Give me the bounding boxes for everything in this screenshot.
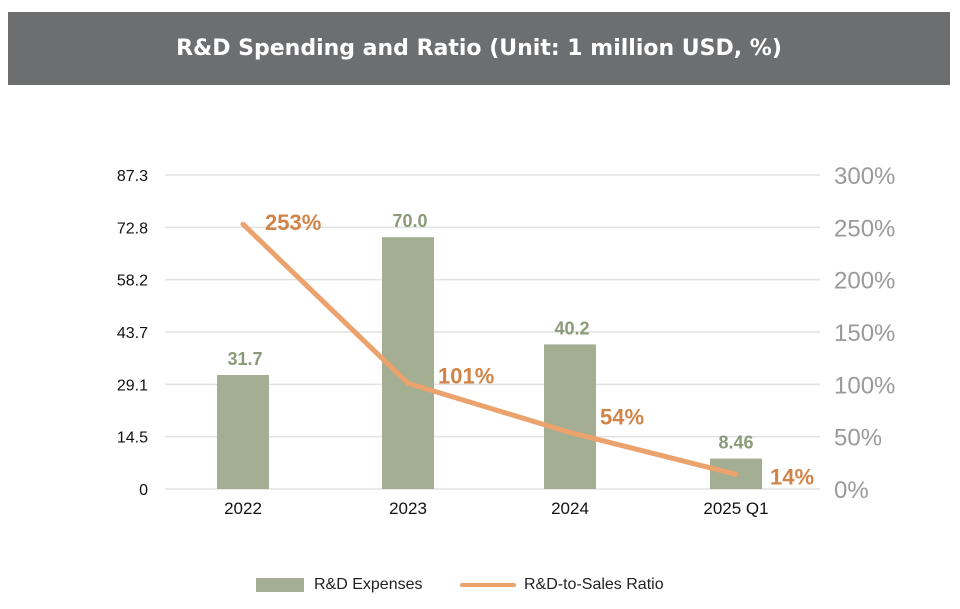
bar-value-label: 8.46 (718, 433, 753, 453)
x-tick-label: 2023 (389, 499, 427, 518)
x-tick-label: 2024 (551, 499, 589, 518)
left-tick-label: 43.7 (117, 325, 148, 342)
left-tick-label: 14.5 (117, 430, 148, 447)
ratio-value-label: 14% (770, 464, 814, 489)
legend-swatch-bar (256, 578, 304, 592)
right-tick-label: 0% (834, 477, 869, 504)
x-tick-label: 2025 Q1 (703, 499, 768, 518)
bar (544, 344, 596, 489)
bar (217, 374, 269, 489)
left-tick-label: 29.1 (117, 377, 148, 394)
x-tick-label: 2022 (224, 499, 262, 518)
right-tick-label: 50% (834, 425, 882, 452)
right-tick-label: 200% (834, 268, 895, 295)
right-tick-label: 300% (834, 163, 895, 190)
legend-label-expenses: R&D Expenses (314, 576, 423, 593)
left-tick-label: 87.3 (117, 168, 148, 185)
bar-value-label: 31.7 (227, 349, 262, 369)
legend-item-expenses: R&D Expenses (256, 576, 423, 594)
ratio-value-label: 101% (438, 363, 494, 388)
left-tick-label: 58.2 (117, 273, 148, 290)
left-tick-label: 72.8 (117, 220, 148, 237)
legend-item-ratio: R&D-to-Sales Ratio (460, 576, 664, 594)
chart-legend: R&D Expenses R&D-to-Sales Ratio (0, 576, 960, 600)
left-tick-label: 0 (139, 482, 148, 499)
bar-value-label: 70.0 (392, 211, 427, 231)
chart-title: R&D Spending and Ratio (Unit: 1 million … (176, 36, 782, 61)
legend-swatch-line (460, 583, 516, 587)
right-tick-label: 250% (834, 215, 895, 242)
ratio-line (240, 221, 739, 477)
right-tick-label: 100% (834, 372, 895, 399)
ratio-value-label: 253% (265, 210, 321, 235)
chart-header: R&D Spending and Ratio (Unit: 1 million … (8, 12, 950, 85)
right-tick-label: 150% (834, 320, 895, 347)
ratio-value-label: 54% (600, 404, 644, 429)
legend-label-ratio: R&D-to-Sales Ratio (524, 576, 664, 593)
bar-value-label: 40.2 (554, 318, 589, 338)
